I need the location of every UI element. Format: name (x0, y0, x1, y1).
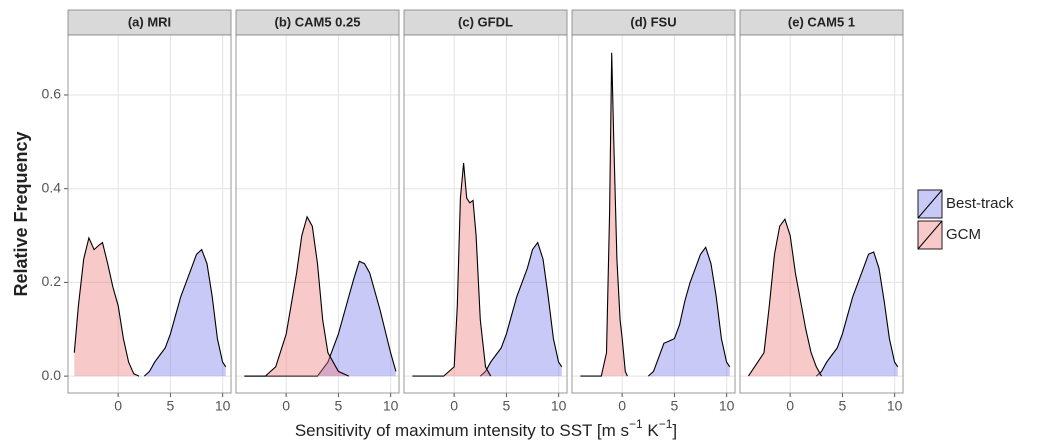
x-tick-label: 0 (282, 398, 290, 414)
plot-border (739, 34, 904, 394)
strip-title: (c) GFDL (458, 14, 513, 29)
density-area (412, 162, 491, 377)
x-tick-label: 10 (887, 398, 903, 414)
y-tick-label: 0.2 (42, 273, 62, 289)
density-line (479, 241, 563, 377)
strip-bg (235, 9, 400, 36)
density-area (580, 52, 628, 377)
plot-border (403, 34, 568, 394)
density-area (480, 242, 562, 377)
density-area (748, 219, 822, 377)
x-tick-label: 0 (114, 398, 122, 414)
density-area (648, 247, 730, 377)
y-tick-label: 0.0 (42, 367, 62, 383)
strip-title: (a) MRI (128, 14, 171, 29)
strip-bg (67, 9, 232, 36)
strip-bg (403, 9, 568, 36)
x-tick-label: 10 (383, 398, 399, 414)
x-tick-label: 0 (618, 398, 626, 414)
legend-key-line (917, 220, 943, 250)
strip-title: (d) FSU (630, 14, 676, 29)
y-tick-label: 0.6 (42, 86, 62, 102)
density-line (73, 236, 140, 377)
x-tick-label: 5 (502, 398, 510, 414)
strip-bg (739, 9, 904, 36)
density-area (144, 249, 226, 377)
density-area (816, 252, 898, 377)
strip-bg (571, 9, 736, 36)
density-line (747, 218, 822, 377)
density-line (580, 52, 628, 377)
legend-key-line (917, 189, 943, 219)
density-line (815, 251, 899, 377)
density-area (244, 261, 396, 377)
strip-title: (e) CAM5 1 (788, 14, 855, 29)
x-tick-label: 10 (719, 398, 735, 414)
density-line (143, 248, 227, 377)
density-line (244, 215, 350, 377)
strip-title: (b) CAM5 0.25 (275, 14, 361, 29)
x-label-part: ] (672, 421, 677, 440)
y-tick-label: 0.4 (42, 179, 62, 195)
plot-border (67, 34, 232, 394)
legend-label: Best-track (946, 195, 1014, 212)
x-tick-label: 5 (670, 398, 678, 414)
x-tick-label: 0 (450, 398, 458, 414)
x-label-part: K (643, 421, 660, 440)
density-line (412, 162, 492, 377)
x-axis-label: Sensitivity of maximum intensity to SST … (295, 417, 677, 440)
x-label-sup: −1 (629, 417, 643, 431)
x-tick-label: 10 (215, 398, 231, 414)
density-line (244, 260, 397, 377)
x-label-part: Sensitivity of maximum intensity to SST … (295, 421, 629, 440)
x-label-sup: −1 (659, 417, 673, 431)
y-axis-label: Relative Frequency (11, 131, 31, 296)
x-tick-label: 5 (838, 398, 846, 414)
x-tick-label: 0 (786, 398, 794, 414)
x-tick-label: 5 (334, 398, 342, 414)
density-area (74, 237, 140, 377)
plot-border (235, 34, 400, 394)
plot-border (571, 34, 736, 394)
x-tick-label: 10 (551, 398, 567, 414)
density-area (244, 216, 349, 377)
x-tick-label: 5 (166, 398, 174, 414)
density-line (647, 246, 731, 377)
legend-label: GCM (946, 226, 981, 243)
